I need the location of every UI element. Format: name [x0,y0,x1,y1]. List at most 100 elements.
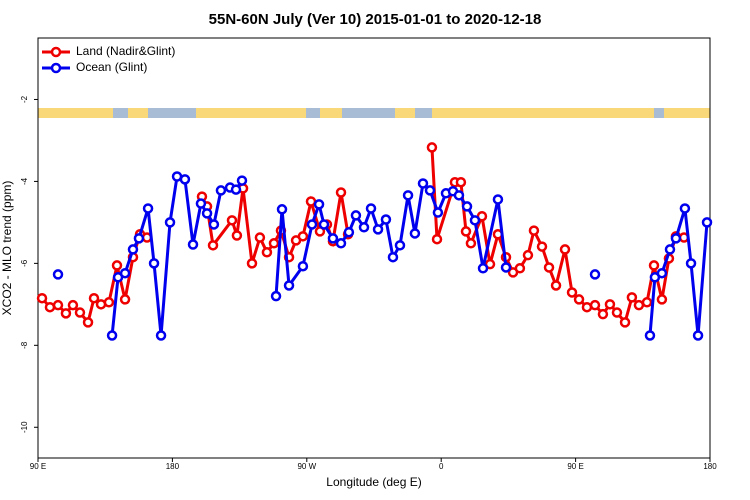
data-point [44,301,56,313]
data-point [460,226,472,237]
data-point [372,224,384,235]
data-point [261,247,273,258]
data-point [365,203,377,214]
data-point [82,317,94,328]
data-point [283,280,295,291]
data-point [254,232,266,243]
data-point [231,230,243,241]
data-point [179,174,191,185]
series-line [110,174,244,336]
x-tick-label: 180 [166,462,180,471]
data-point [692,330,704,341]
data-point [679,203,691,214]
data-point [207,240,219,251]
data-point [380,214,392,225]
x-tick-label: 180 [703,462,717,471]
data-point [426,142,438,153]
x-axis-label: Longitude (deg E) [326,475,421,489]
data-point [685,258,697,269]
data-point [215,185,227,196]
data-point [119,267,131,279]
data-point [111,260,123,271]
y-tick-label: -2 [20,95,29,103]
data-point [318,219,330,230]
data-point [276,204,288,215]
data-point [409,228,421,239]
data-point [195,198,207,209]
data-point [573,294,585,305]
data-point [127,244,139,255]
data-point [522,249,534,261]
data-point [133,233,145,244]
data-point [492,194,504,205]
data-point [626,292,638,303]
chart-title: 55N-60N July (Ver 10) 2015-01-01 to 2020… [209,11,542,28]
data-point [424,185,436,196]
data-point [88,292,100,304]
y-tick-label: -4 [20,177,29,185]
y-axis-label: XCO2 - MLO trend (ppm) [0,181,14,316]
data-point [327,233,339,244]
y-tick-label: -6 [20,259,29,267]
data-point [514,263,526,274]
data-point [664,244,676,255]
data-point [335,238,347,249]
data-point [648,260,660,271]
data-point [52,269,64,280]
data-point [402,190,414,201]
data-point [201,208,213,219]
data-point [297,231,309,242]
data-point [226,215,238,226]
data-point [432,207,444,218]
data-point [246,258,258,269]
data-point [536,241,548,252]
data-point [656,294,668,305]
data-point [236,175,248,186]
data-point [142,203,154,214]
data-point [453,190,465,201]
x-tick-label: 90 W [297,462,316,471]
data-point [641,297,653,308]
data-point [559,244,571,255]
data-point [461,201,473,212]
data-point [394,240,406,251]
data-point [230,184,242,195]
legend-label: Ocean (Glint) [76,60,147,74]
data-point [619,317,631,328]
data-point [455,176,467,188]
data-point [633,299,645,311]
data-point [465,238,477,249]
data-point [270,290,282,302]
data-point [566,287,578,298]
map-strip [38,108,710,118]
data-point [60,308,72,319]
data-point [387,251,399,263]
data-point [656,267,668,279]
data-point [611,307,623,318]
data-point [358,222,370,233]
data-point [268,238,280,249]
data-point [297,260,309,272]
data-point [106,330,118,341]
data-point [148,258,160,269]
data-point [604,299,616,310]
data-point [417,178,429,189]
data-point [67,299,79,311]
data-point [74,307,86,318]
data-point [589,269,601,280]
data-point [589,299,601,311]
data-point [500,262,512,273]
data-point [313,199,325,210]
data-point [52,299,64,311]
data-point [543,262,555,273]
data-point [550,280,562,291]
x-tick-label: 0 [439,462,444,471]
data-point [350,210,362,221]
x-tick-label: 90 E [567,462,583,471]
data-point [36,292,48,304]
legend-marker [50,46,62,58]
y-tick-label: -8 [20,341,29,349]
data-point [103,297,115,308]
data-point [431,233,443,245]
data-point [305,196,317,207]
